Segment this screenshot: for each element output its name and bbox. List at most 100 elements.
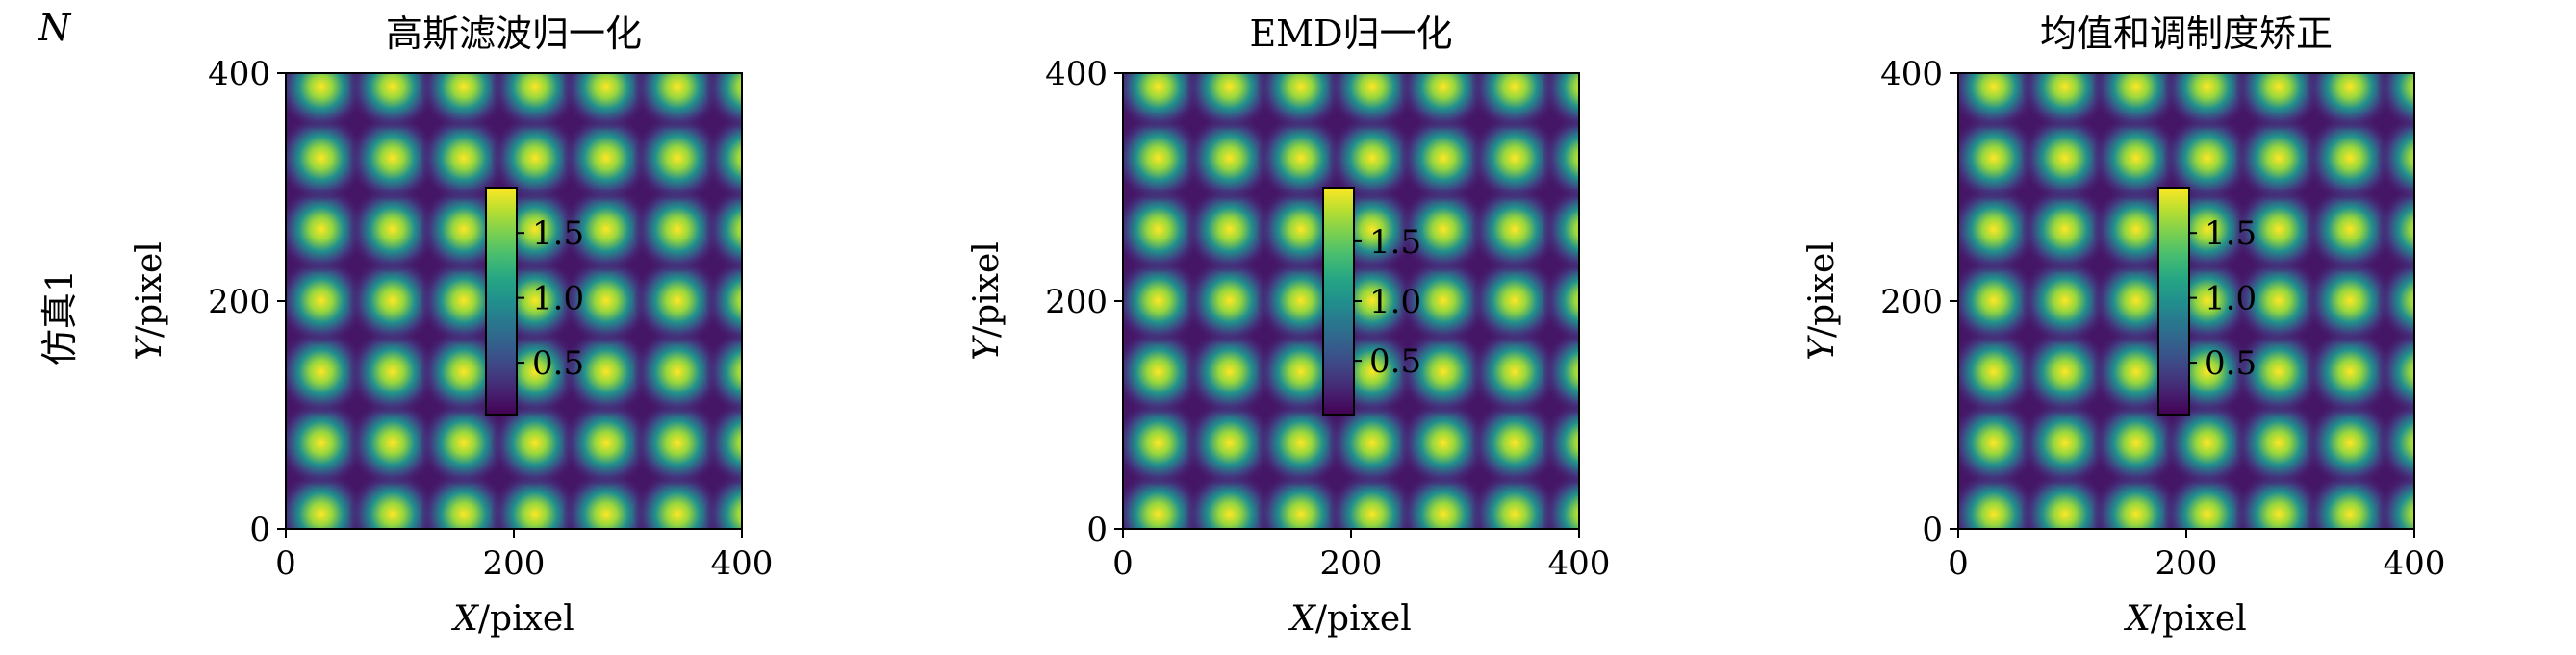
heatmap-spot	[2448, 185, 2537, 273]
heatmap-spot	[633, 469, 722, 529]
heatmap-spot	[419, 398, 508, 488]
heatmap-spot	[286, 185, 366, 274]
heatmap-spot	[1958, 203, 1967, 256]
corner-label: N	[38, 7, 72, 49]
heatmap-spot	[2020, 469, 2109, 529]
heatmap-spot	[1470, 0, 1559, 60]
heatmap-spot	[562, 469, 650, 529]
heatmap-spot	[206, 0, 294, 60]
y-tick-label: 200	[208, 283, 270, 321]
heatmap-spot	[1185, 327, 1274, 416]
colorbar	[1322, 187, 1355, 416]
heatmap-spot	[1542, 113, 1579, 202]
colorbar-tick-label: 1.5	[1369, 223, 1421, 262]
heatmap-spot	[2163, 73, 2252, 132]
heatmap-spot	[633, 542, 722, 630]
x-tick-label: 200	[483, 544, 546, 583]
heatmap-spot	[1958, 416, 1967, 469]
heatmap-spot	[1542, 0, 1630, 60]
heatmap-spot	[2234, 256, 2323, 345]
heatmap-spot	[1613, 256, 1701, 344]
heatmap-spot	[1328, 469, 1416, 529]
heatmap-3	[1958, 0, 2537, 529]
x-tick-label: 200	[2155, 544, 2218, 583]
heatmap-spot	[1470, 185, 1559, 274]
heatmap-spot	[1470, 73, 1559, 132]
heatmap-spot	[2234, 185, 2323, 274]
heatmap-spot	[2234, 73, 2323, 132]
heatmap-spot	[2306, 327, 2394, 416]
heatmap-spot	[2306, 185, 2394, 274]
x-tick-label: 0	[275, 544, 296, 583]
heatmap-spot	[1185, 73, 1274, 132]
heatmap-spot	[2448, 0, 2537, 60]
panel-3: 0 200 400 0 200 400 均值和调制度矫正 X/pixel Y/pixel 0.5 1…	[1802, 0, 2537, 639]
heatmap-spot	[1123, 203, 1132, 256]
heatmap-spot	[2448, 113, 2537, 202]
heatmap-spot	[2306, 113, 2394, 203]
heatmap-spot	[633, 256, 722, 345]
heatmap-spot	[419, 73, 508, 132]
heatmap-spot	[1256, 398, 1345, 488]
chart-title: EMD归一化	[1249, 13, 1452, 55]
heatmap-spot	[286, 345, 294, 398]
heatmap-spot	[2091, 398, 2181, 488]
heatmap-spot	[1123, 185, 1203, 274]
heatmap-spot	[2377, 73, 2414, 131]
heatmap-spot	[1399, 256, 1488, 345]
heatmap-spot	[776, 256, 864, 344]
heatmap-1	[206, 0, 864, 630]
heatmap-spot	[1123, 469, 1203, 529]
panel-2: 0 200 400 0 200 400 EMD归一化 X/pixel Y/pixel 0.5 1.0…	[967, 0, 1701, 639]
heatmap-spot	[1542, 185, 1579, 273]
heatmap-spot	[1613, 542, 1701, 630]
heatmap-spot	[2448, 328, 2537, 416]
heatmap-spot	[776, 470, 864, 559]
heatmap-spot	[2163, 469, 2252, 529]
heatmap-spot	[1613, 399, 1701, 488]
y-tick-label: 200	[1880, 283, 1943, 321]
heatmap-spot	[2377, 185, 2414, 273]
heatmap-spot	[704, 470, 742, 529]
x-axis-label: X/pixel	[1288, 599, 1411, 639]
panels: 0 200 400 0 200 400 高斯滤波归一化 X/pixel Y/pixel 0.5 1.…	[130, 0, 2537, 639]
heatmap-spot	[1470, 327, 1559, 416]
heatmap-spot	[776, 0, 864, 60]
heatmap-spot	[1123, 398, 1203, 488]
heatmap-spot	[2163, 113, 2252, 203]
heatmap-spot	[1470, 113, 1559, 203]
y-tick-label: 200	[1045, 283, 1108, 321]
heatmap-spot	[776, 185, 864, 273]
heatmap-spot	[347, 73, 437, 132]
heatmap-spot	[1123, 132, 1132, 185]
x-tick-label: 0	[1112, 544, 1134, 583]
y-axis-label: Y/pixel	[967, 241, 1007, 361]
heatmap-spot	[1613, 113, 1701, 202]
heatmap-spot	[1470, 256, 1559, 345]
chart-title: 高斯滤波归一化	[386, 13, 642, 55]
heatmap-spot	[1256, 73, 1345, 132]
colorbar-tick-label: 1.0	[2205, 280, 2257, 318]
x-tick-label: 400	[1548, 544, 1611, 583]
heatmap-spot	[704, 257, 742, 344]
heatmap-spot	[2306, 256, 2394, 345]
colorbar-tick-label: 0.5	[532, 344, 584, 383]
heatmap-spot	[1399, 398, 1488, 488]
heatmap-spot	[347, 185, 437, 274]
heatmap-spot	[1542, 399, 1579, 487]
heatmap-spot	[286, 203, 294, 256]
heatmap-spot	[1958, 113, 2038, 203]
heatmap-spot	[2020, 113, 2109, 203]
heatmap-spot	[704, 113, 742, 202]
heatmap-spot	[1185, 185, 1274, 274]
y-tick-label: 400	[1045, 55, 1108, 93]
x-axis-label: X/pixel	[2123, 599, 2246, 639]
panel-1: 0 200 400 0 200 400 高斯滤波归一化 X/pixel Y/pixel 0.5 1.…	[130, 0, 864, 639]
heatmap-spot	[347, 256, 437, 345]
colorbar-tick-label: 1.0	[532, 280, 584, 318]
heatmap-spot	[1399, 469, 1488, 529]
heatmap-spot	[633, 73, 722, 132]
heatmap-spot	[1613, 185, 1701, 273]
heatmap-spot	[491, 73, 579, 132]
